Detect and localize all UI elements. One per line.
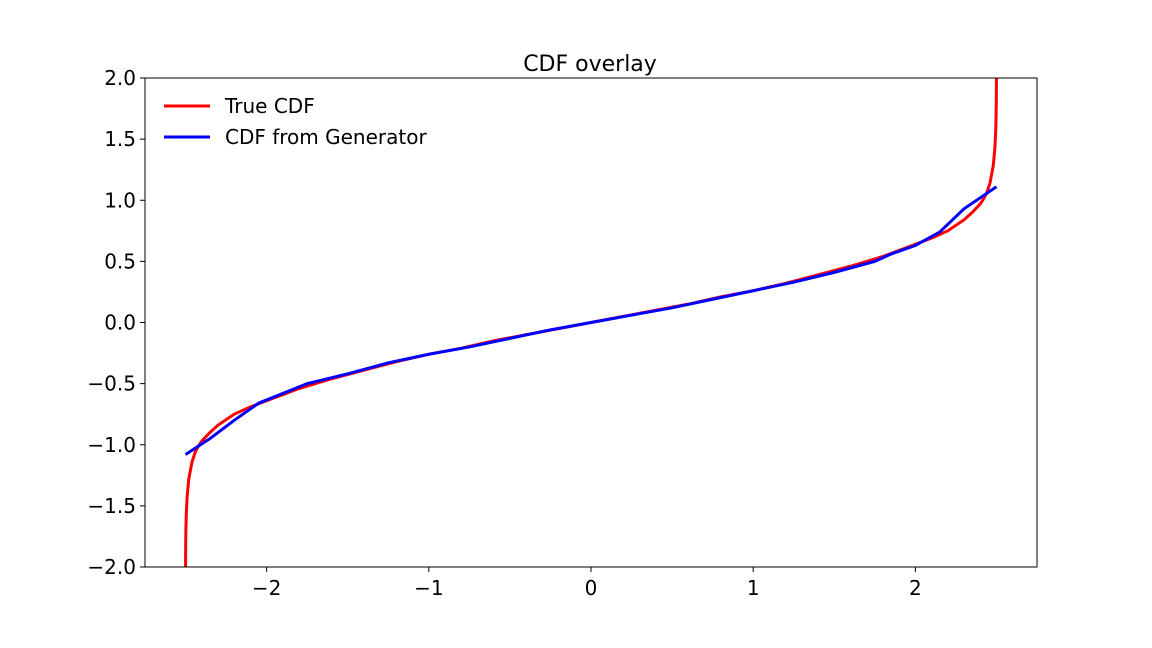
- x-tick-label: 0: [585, 576, 598, 600]
- series-line-cdf-from-generator: [184, 185, 998, 456]
- y-tick-label: 0.0: [104, 311, 136, 335]
- y-tick-label: −1.5: [87, 494, 136, 518]
- y-tick-label: 1.0: [104, 188, 136, 212]
- y-tick-label: 1.5: [104, 127, 136, 151]
- x-axis: −2 −1 0 1 2: [252, 567, 922, 600]
- y-axis: −2.0 −1.5 −1.0 −0.5 0.0 0.5 1.0 1.5 2.0: [87, 66, 145, 579]
- x-tick-label: 1: [747, 576, 760, 600]
- y-tick-label: −0.5: [87, 372, 136, 396]
- y-tick-label: −2.0: [87, 555, 136, 579]
- x-tick-label: 2: [909, 576, 922, 600]
- x-tick-label: −2: [252, 576, 281, 600]
- x-tick-label: −1: [414, 576, 443, 600]
- series-layer: [184, 78, 998, 567]
- legend-label: True CDF: [224, 94, 315, 118]
- y-tick-label: 2.0: [104, 66, 136, 90]
- legend: True CDF CDF from Generator: [164, 94, 427, 149]
- y-tick-label: 0.5: [104, 249, 136, 273]
- chart-title: CDF overlay: [523, 52, 657, 77]
- legend-label: CDF from Generator: [225, 125, 427, 149]
- y-tick-label: −1.0: [87, 433, 136, 457]
